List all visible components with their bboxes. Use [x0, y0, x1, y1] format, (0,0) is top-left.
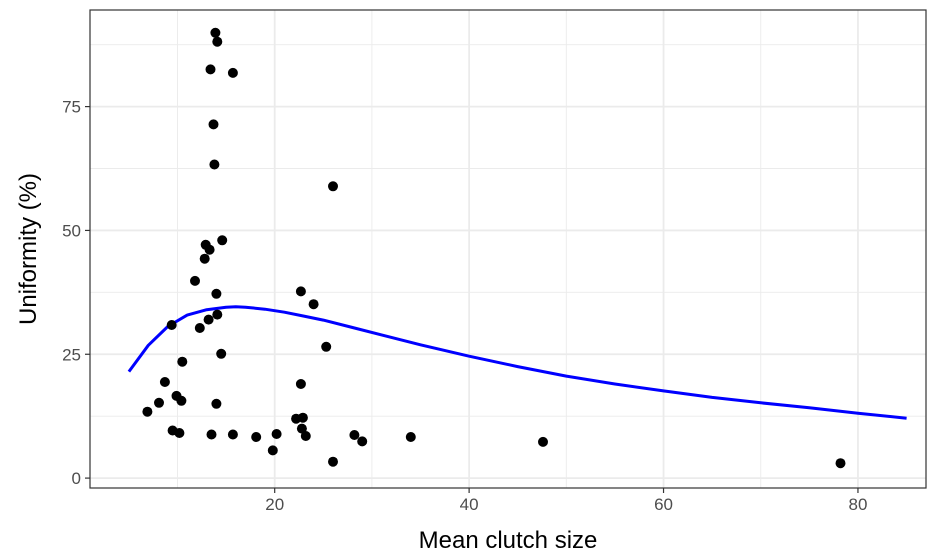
- data-point: [154, 397, 164, 408]
- data-point: [328, 181, 338, 192]
- data-point: [177, 356, 188, 367]
- data-point: [357, 436, 368, 447]
- data-point: [159, 377, 170, 387]
- data-point: [835, 458, 846, 469]
- x-axis-ticks: 20 40 60 80: [265, 488, 867, 514]
- data-point: [271, 429, 282, 439]
- data-point: [212, 309, 223, 320]
- panel-border: [89, 9, 927, 489]
- y-axis-ticks: 0 25 50 75: [62, 98, 90, 488]
- data-point: [203, 314, 214, 325]
- data-point: [209, 159, 220, 170]
- x-axis-title: Mean clutch size: [419, 527, 598, 554]
- y-axis-title: Uniformity (%): [15, 173, 42, 325]
- y-tick-label: 50: [62, 221, 81, 240]
- data-point: [211, 398, 222, 409]
- data-point: [204, 244, 215, 255]
- y-tick-label: 25: [62, 345, 81, 364]
- fit-curve-line: [127, 305, 907, 420]
- x-tick-label: 60: [654, 495, 673, 514]
- data-point: [297, 412, 308, 423]
- data-points-layer: [142, 27, 846, 469]
- data-point: [166, 320, 177, 330]
- data-point: [328, 456, 338, 467]
- data-point: [295, 286, 306, 297]
- data-point: [308, 299, 319, 310]
- x-tick-label: 20: [265, 495, 284, 514]
- fit-curve-layer: [127, 305, 907, 420]
- data-point: [349, 430, 360, 440]
- data-point: [251, 432, 262, 442]
- data-point: [212, 36, 223, 47]
- x-tick-label: 40: [460, 495, 479, 514]
- data-point: [296, 423, 307, 434]
- data-point: [190, 275, 200, 286]
- data-point: [267, 445, 278, 456]
- data-point: [194, 323, 205, 333]
- data-point: [405, 432, 416, 442]
- data-point: [205, 64, 216, 75]
- data-point: [217, 235, 228, 246]
- data-point: [216, 348, 227, 359]
- data-point: [199, 253, 210, 264]
- data-point: [300, 431, 311, 441]
- data-point: [295, 379, 306, 389]
- data-point: [210, 27, 221, 38]
- minor-gridlines: [90, 10, 926, 488]
- data-point: [211, 288, 222, 299]
- major-gridlines: [90, 10, 926, 488]
- x-tick-label: 80: [848, 495, 867, 514]
- data-point: [176, 395, 187, 406]
- data-point: [321, 341, 332, 352]
- data-point: [208, 119, 219, 130]
- y-tick-label: 0: [72, 469, 81, 488]
- data-point: [538, 436, 548, 447]
- data-point: [227, 429, 238, 440]
- data-point: [174, 428, 185, 438]
- data-point: [206, 429, 217, 440]
- y-tick-label: 75: [62, 98, 81, 117]
- data-point: [227, 67, 238, 78]
- data-point: [142, 406, 153, 417]
